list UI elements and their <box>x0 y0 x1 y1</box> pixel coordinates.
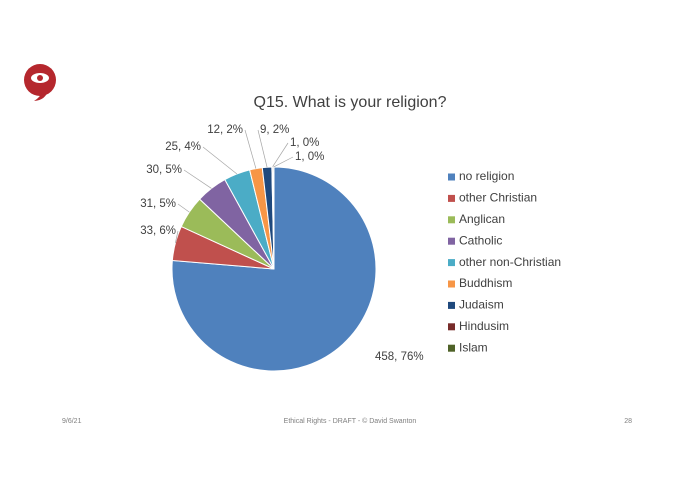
chart-title: Q15. What is your religion? <box>254 94 447 111</box>
legend-label: Hindusim <box>459 319 509 333</box>
legend-swatch <box>448 216 455 224</box>
data-label: 33, 6% <box>140 225 176 237</box>
legend-label: other non-Christian <box>459 255 561 269</box>
legend-swatch <box>448 259 455 267</box>
legend-label: Anglican <box>459 212 505 226</box>
leader-line <box>202 146 238 175</box>
leader-line <box>177 203 190 213</box>
legend-label: Judaism <box>459 298 504 312</box>
leader-line <box>272 142 289 168</box>
legend-label: Catholic <box>459 233 502 247</box>
logo <box>24 64 56 101</box>
legend-label: Islam <box>459 340 488 354</box>
legend-swatch <box>448 344 455 352</box>
pie-slice <box>171 166 377 372</box>
leader-line <box>174 230 179 244</box>
footer-page: 28 <box>624 418 632 425</box>
data-label: 458, 76% <box>375 351 424 363</box>
legend-label: no religion <box>459 169 514 183</box>
leader-line <box>244 129 257 169</box>
legend-swatch <box>448 173 455 181</box>
footer-text: Ethical Rights - DRAFT - © David Swanton <box>284 417 417 425</box>
data-label: 30, 5% <box>146 164 182 176</box>
footer-date: 9/6/21 <box>62 418 82 425</box>
legend-swatch <box>448 280 455 288</box>
data-label: 12, 2% <box>207 124 243 136</box>
data-label: 9, 2% <box>260 124 289 136</box>
legend-swatch <box>448 237 455 245</box>
legend-swatch <box>448 301 455 309</box>
leader-line <box>273 156 294 168</box>
data-label: 31, 5% <box>140 198 176 210</box>
legend-swatch <box>448 194 455 202</box>
leader-line <box>257 129 268 168</box>
legend-swatch <box>448 323 455 331</box>
leader-line <box>183 169 212 189</box>
legend-label: Buddhism <box>459 276 512 290</box>
legend-label: other Christian <box>459 191 537 205</box>
data-label: 1, 0% <box>295 151 324 163</box>
data-label: 25, 4% <box>165 141 201 153</box>
data-label: 1, 0% <box>290 137 319 149</box>
